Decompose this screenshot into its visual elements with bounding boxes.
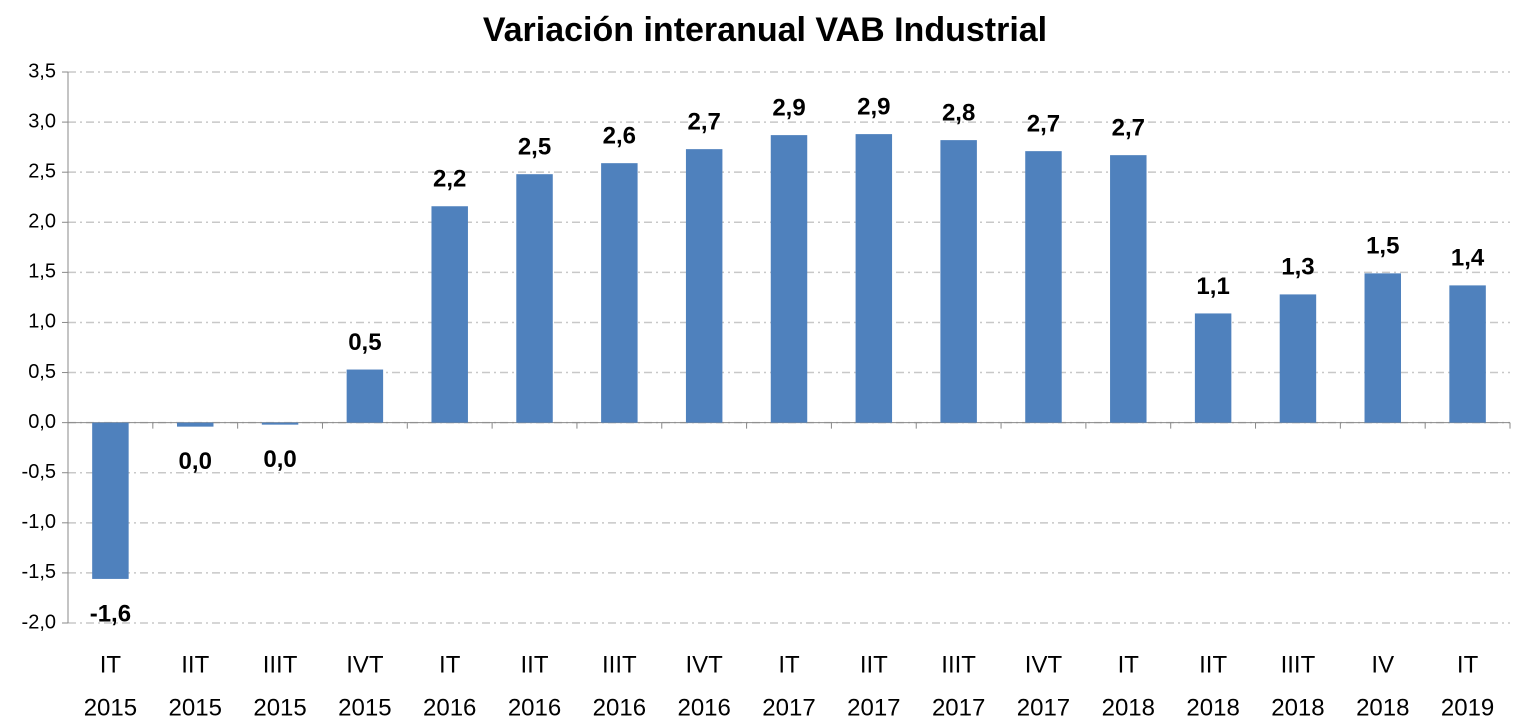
bar (940, 140, 977, 423)
bar (346, 369, 384, 423)
value-label: 2,7 (1112, 114, 1145, 141)
x-tick-label: IT (100, 651, 122, 678)
y-tick-label: 1,5 (28, 261, 56, 283)
value-label: 1,4 (1451, 245, 1485, 272)
value-label: 2,5 (518, 134, 551, 161)
x-tick-label: 2019 (1441, 694, 1494, 721)
value-label: 1,1 (1196, 273, 1229, 300)
value-label: 0,0 (263, 446, 296, 473)
value-label: 0,0 (179, 448, 212, 475)
x-tick-label: 2018 (1356, 694, 1409, 721)
x-tick-label: IIIT (263, 651, 298, 678)
bar (1279, 294, 1317, 423)
x-tick-label: IVT (1025, 651, 1063, 678)
x-tick-label: IT (1118, 651, 1140, 678)
x-tick-label: 2017 (1017, 694, 1070, 721)
value-label: 1,5 (1366, 233, 1399, 260)
bar (770, 135, 808, 423)
x-tick-label: IIIT (1281, 651, 1316, 678)
value-label: 2,7 (687, 108, 720, 135)
x-tick-label: IT (778, 651, 800, 678)
x-tick-label: IIT (860, 651, 888, 678)
x-tick-label: 2018 (1186, 694, 1239, 721)
x-tick-label: 2017 (932, 694, 985, 721)
bar (261, 422, 299, 425)
value-label: 2,7 (1027, 110, 1060, 137)
value-label: -1,6 (90, 600, 131, 627)
x-tick-label: 2017 (762, 694, 815, 721)
x-tick-label: IVT (686, 651, 724, 678)
value-label: 2,9 (857, 93, 890, 120)
bar (1110, 155, 1147, 423)
x-tick-label: 2015 (338, 694, 391, 721)
x-tick-label: IIT (181, 651, 209, 678)
chart-title: Variación interanual VAB Industrial (483, 11, 1047, 49)
x-tick-label: 2018 (1102, 694, 1155, 721)
x-tick-label: IV (1371, 651, 1394, 678)
x-tick-label: IVT (346, 651, 384, 678)
y-tick-label: 1,0 (28, 311, 56, 333)
value-label: 0,5 (348, 329, 381, 356)
y-tick-label: 2,0 (28, 211, 56, 233)
y-tick-label: 0,5 (28, 361, 56, 383)
x-tick-label: IIT (521, 651, 549, 678)
x-tick-label: 2016 (593, 694, 646, 721)
value-label: 2,6 (603, 123, 636, 150)
x-tick-label: 2015 (169, 694, 222, 721)
x-tick-label: 2015 (253, 694, 306, 721)
x-tick-label: 2018 (1271, 694, 1324, 721)
bar (1364, 273, 1402, 423)
x-tick-label: IIIT (602, 651, 637, 678)
y-tick-label: -2,0 (22, 611, 56, 633)
x-tick-label: 2016 (423, 694, 476, 721)
y-tick-label: 0,0 (28, 411, 56, 433)
bar (516, 174, 553, 423)
x-tick-label: 2015 (84, 694, 137, 721)
y-tick-label: 3,0 (28, 110, 56, 132)
x-tick-label: 2017 (847, 694, 900, 721)
x-tick-label: IIIT (941, 651, 976, 678)
x-tick-label: 2016 (677, 694, 730, 721)
value-label: 2,9 (772, 94, 805, 121)
x-tick-label: 2016 (508, 694, 561, 721)
x-tick-label: IIT (1199, 651, 1227, 678)
bar (176, 422, 214, 427)
bar (685, 149, 723, 423)
bar (431, 206, 468, 423)
y-tick-label: -1,5 (22, 561, 56, 583)
bar (1025, 151, 1062, 423)
x-tick-label: IT (439, 651, 461, 678)
bar (1194, 313, 1232, 423)
x-tick-label: IT (1457, 651, 1479, 678)
y-tick-label: 2,5 (28, 160, 56, 182)
bar (601, 163, 638, 423)
bar (92, 422, 129, 579)
value-label: 2,8 (942, 99, 975, 126)
value-label: 2,2 (433, 166, 466, 193)
y-tick-label: -1,0 (22, 511, 56, 533)
value-label: 1,3 (1281, 254, 1314, 281)
y-tick-label: 3,5 (28, 60, 56, 82)
bar (1449, 285, 1486, 423)
y-tick-label: -0,5 (22, 461, 56, 483)
bar (855, 134, 893, 423)
